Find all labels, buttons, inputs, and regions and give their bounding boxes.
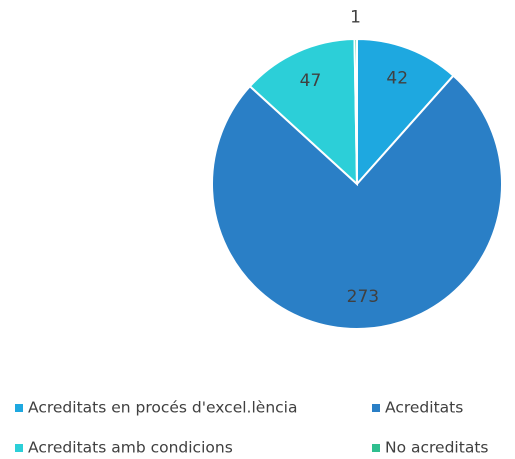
legend-swatch xyxy=(372,444,380,452)
pie-slice xyxy=(248,38,359,187)
legend-swatch xyxy=(15,404,23,412)
data-label: 1 xyxy=(350,7,361,27)
pie-slice xyxy=(211,74,503,330)
pie-slice xyxy=(353,37,358,185)
legend-label: Acreditats xyxy=(385,399,463,417)
legend-label: Acreditats amb condicions xyxy=(28,439,233,457)
legend-swatch xyxy=(372,404,380,412)
legend-label: Acreditats en procés d'excel.lència xyxy=(28,399,297,417)
legend-swatch xyxy=(15,444,23,452)
legend-label: No acreditats xyxy=(385,439,488,457)
data-label: 42 xyxy=(386,68,408,88)
data-label: 273 xyxy=(347,287,379,307)
pie-slice xyxy=(356,37,455,187)
data-label: 47 xyxy=(300,71,322,91)
